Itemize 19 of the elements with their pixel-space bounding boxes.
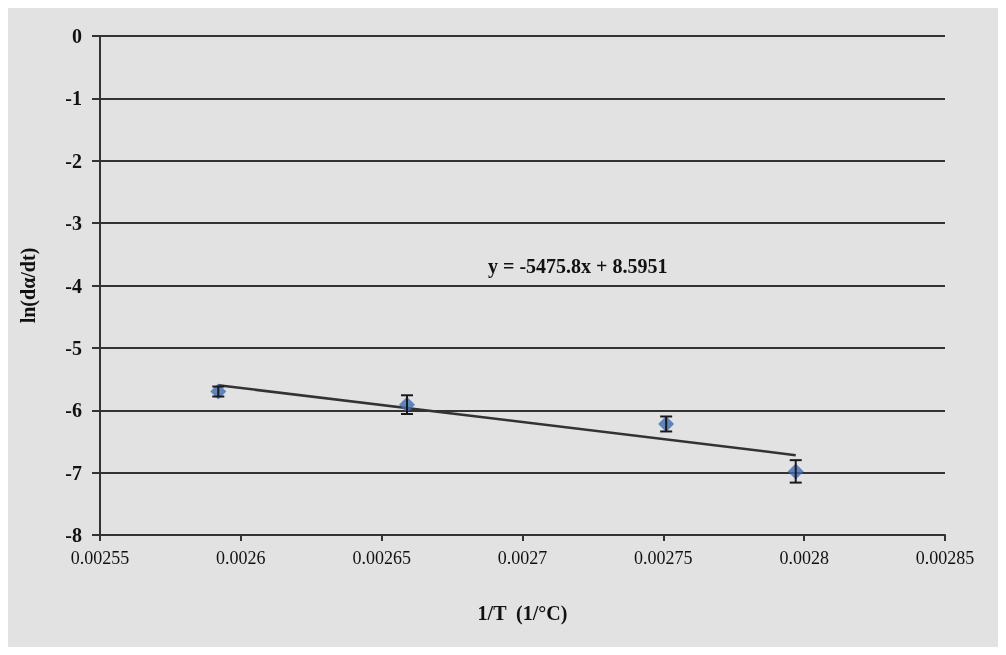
annotation: y = -5475.8x + 8.5951 [488, 255, 668, 278]
y-tick-label: -6 [65, 399, 82, 422]
x-tick-label: 0.00265 [352, 548, 411, 568]
y-tick-label: -4 [65, 274, 82, 297]
y-tick-label: 0 [72, 25, 82, 47]
x-tick-label: 0.00285 [915, 548, 975, 568]
x-tick-label: 0.00275 [634, 548, 693, 568]
x-axis-title: 1/T (1/°C) [477, 602, 568, 625]
y-tick-label: -5 [65, 336, 82, 359]
y-tick-label: -1 [65, 87, 82, 110]
y-tick-label: -7 [65, 461, 82, 484]
y-tick-label: -2 [65, 149, 82, 172]
y-tick-label: -8 [65, 524, 82, 546]
x-tick-label: 0.0028 [779, 548, 829, 568]
x-tick-label: 0.00255 [70, 548, 130, 568]
y-axis-title: ln(dα/dt) [17, 247, 40, 324]
x-tick-label: 0.0027 [497, 548, 548, 568]
y-tick-label: -3 [65, 212, 82, 235]
x-tick-label: 0.0026 [216, 548, 266, 568]
